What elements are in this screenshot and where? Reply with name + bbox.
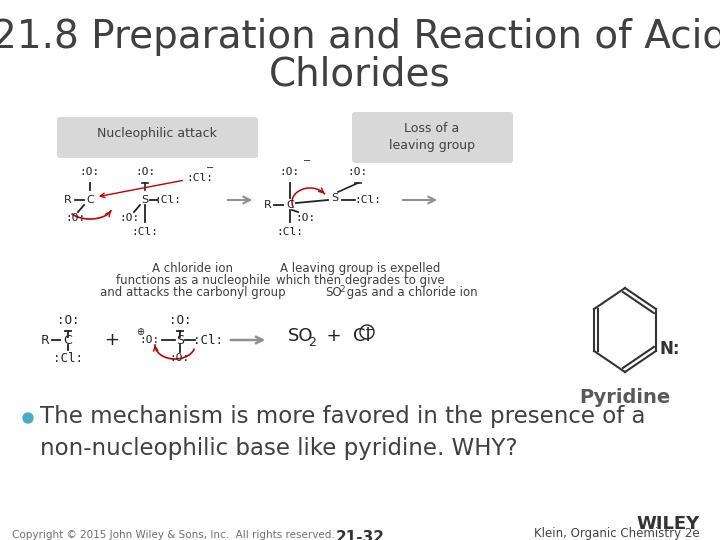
Text: and attacks the carbonyl group: and attacks the carbonyl group — [100, 286, 286, 299]
Text: SO: SO — [325, 286, 341, 299]
Text: R: R — [264, 200, 272, 210]
Text: Copyright © 2015 John Wiley & Sons, Inc.  All rights reserved.: Copyright © 2015 John Wiley & Sons, Inc.… — [12, 530, 335, 540]
Text: +  Cl: + Cl — [315, 327, 371, 345]
Text: C: C — [63, 334, 73, 347]
FancyBboxPatch shape — [57, 117, 258, 158]
Text: :Cl:: :Cl: — [132, 227, 158, 237]
Text: functions as a nucleophile: functions as a nucleophile — [116, 274, 270, 287]
Text: R: R — [64, 195, 72, 205]
Text: which then degrades to give: which then degrades to give — [276, 274, 444, 287]
Text: S: S — [176, 334, 184, 347]
Text: SO: SO — [288, 327, 313, 345]
Text: :O:: :O: — [170, 353, 190, 363]
Text: S: S — [331, 193, 338, 203]
Text: :O:: :O: — [348, 167, 368, 177]
Text: 2: 2 — [308, 335, 316, 348]
Circle shape — [23, 413, 33, 423]
Text: :Cl:: :Cl: — [193, 334, 223, 347]
Text: N:: N: — [660, 340, 680, 358]
Text: WILEY: WILEY — [636, 515, 700, 533]
Text: :Cl:: :Cl: — [53, 352, 83, 365]
Text: :Cl:: :Cl: — [354, 195, 382, 205]
FancyBboxPatch shape — [352, 112, 513, 163]
Text: 21.8 Preparation and Reaction of Acid: 21.8 Preparation and Reaction of Acid — [0, 18, 720, 56]
Text: 21-32: 21-32 — [336, 530, 384, 540]
Text: :Cl:: :Cl: — [155, 195, 181, 205]
Text: non-nucleophilic base like pyridine. WHY?: non-nucleophilic base like pyridine. WHY… — [40, 436, 518, 460]
Text: :O:: :O: — [65, 213, 85, 223]
Text: C: C — [86, 195, 94, 205]
Text: :O:: :O: — [57, 314, 79, 327]
Text: :O:: :O: — [280, 167, 300, 177]
Text: gas and a chloride ion: gas and a chloride ion — [343, 286, 477, 299]
Text: ⊕: ⊕ — [136, 327, 144, 337]
Text: Pyridine: Pyridine — [580, 388, 670, 407]
Text: −: − — [206, 163, 214, 173]
Text: S: S — [141, 195, 148, 205]
Text: Loss of a
leaving group: Loss of a leaving group — [389, 122, 475, 152]
Text: −: − — [303, 156, 311, 166]
Text: :O:: :O: — [80, 167, 100, 177]
Text: 2: 2 — [339, 285, 345, 294]
Text: :Cl:: :Cl: — [276, 227, 304, 237]
Text: Nucleophilic attack: Nucleophilic attack — [97, 127, 217, 140]
Text: A chloride ion: A chloride ion — [153, 262, 233, 275]
Text: :O:: :O: — [295, 213, 315, 223]
Text: The mechanism is more favored in the presence of a: The mechanism is more favored in the pre… — [40, 406, 646, 429]
Text: :O:: :O: — [140, 335, 160, 345]
Text: R: R — [40, 334, 50, 347]
Text: :O:: :O: — [120, 213, 140, 223]
Text: Chlorides: Chlorides — [269, 55, 451, 93]
Text: A leaving group is expelled: A leaving group is expelled — [280, 262, 440, 275]
Text: −: − — [365, 323, 376, 336]
Text: Klein, Organic Chemistry 2e: Klein, Organic Chemistry 2e — [534, 527, 700, 540]
Text: +: + — [104, 331, 120, 349]
Text: :Cl:: :Cl: — [186, 173, 214, 183]
Text: C: C — [286, 200, 294, 210]
Text: :O:: :O: — [135, 167, 155, 177]
Text: :O:: :O: — [168, 314, 192, 327]
